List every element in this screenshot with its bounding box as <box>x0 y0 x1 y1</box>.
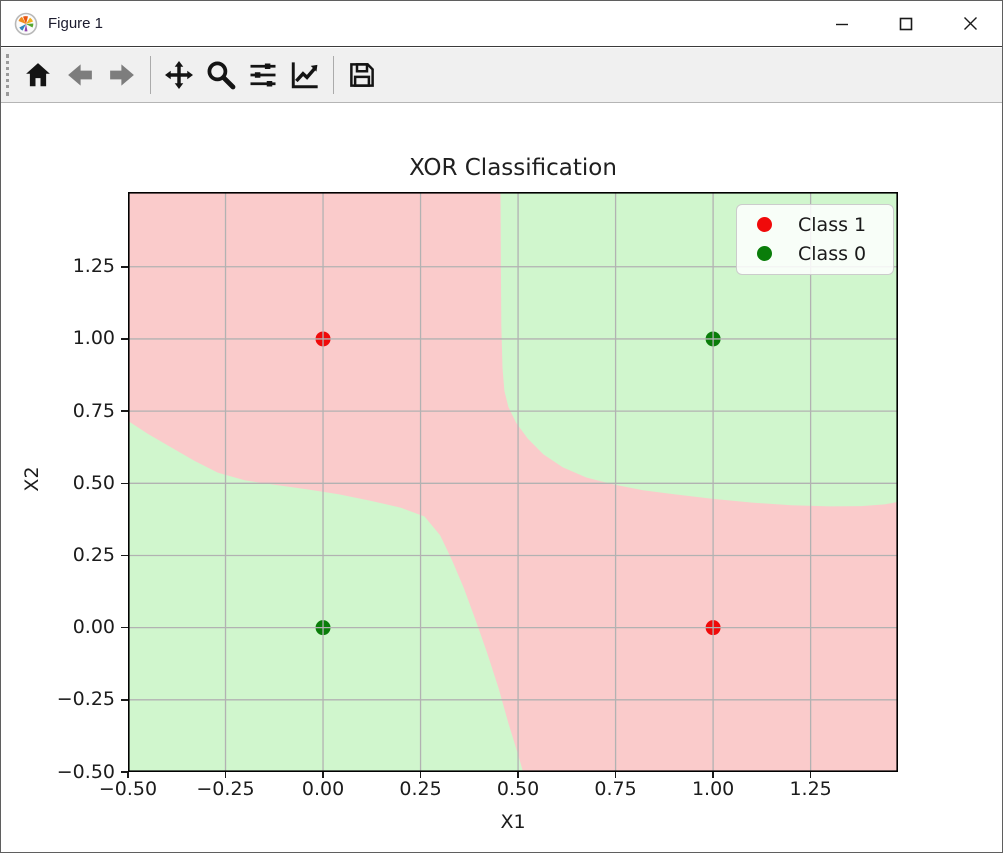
title-bar[interactable]: Figure 1 <box>1 1 1002 47</box>
floppy-disk-icon <box>350 63 374 87</box>
customize-button[interactable] <box>284 51 326 99</box>
y-tick-mark <box>121 410 128 412</box>
home-icon <box>26 63 50 87</box>
magnifier-icon <box>207 61 236 90</box>
y-tick-mark <box>121 266 128 268</box>
y-tick-label: 0.75 <box>72 399 115 422</box>
plot-area[interactable]: Class 1 Class 0 <box>128 192 898 772</box>
y-tick-label: 0.25 <box>72 543 115 566</box>
y-tick-mark <box>121 482 128 485</box>
close-icon <box>963 17 977 30</box>
legend-entry-label: Class 1 <box>798 213 867 236</box>
x-tick-label: 1.25 <box>789 778 832 800</box>
y-tick-label: −0.25 <box>56 688 115 711</box>
x-tick-label: 0.50 <box>496 778 540 800</box>
matplotlib-logo-icon <box>14 12 38 36</box>
decision-boundary-plot <box>128 192 898 772</box>
window-title: Figure 1 <box>48 15 104 32</box>
line-chart-icon <box>291 62 318 89</box>
forward-button[interactable] <box>101 51 143 99</box>
maximize-icon <box>899 17 913 30</box>
legend-entry: Class 1 <box>737 210 893 239</box>
x-axis-label: X1 <box>500 811 526 833</box>
maximize-button[interactable] <box>874 1 938 46</box>
x-tick-mark <box>517 772 519 778</box>
x-tick-label: 1.00 <box>691 778 735 800</box>
y-tick-label: −0.50 <box>56 760 115 783</box>
x-tick-mark <box>809 772 812 778</box>
minimize-icon <box>836 23 848 25</box>
move-icon <box>165 61 193 89</box>
toolbar-separator <box>333 56 334 94</box>
configure-subplots-button[interactable] <box>242 51 284 99</box>
arrow-left-icon <box>68 64 92 86</box>
y-tick-mark <box>121 771 128 773</box>
y-tick-label: 0.50 <box>72 471 115 494</box>
home-button[interactable] <box>17 51 59 99</box>
x-tick-label: 0.00 <box>301 778 345 800</box>
sliders-icon <box>250 63 276 87</box>
save-button[interactable] <box>341 51 383 99</box>
x-tick-mark <box>419 772 422 778</box>
chart-title: XOR Classification <box>409 155 617 181</box>
x-tick-label: −0.50 <box>98 778 158 800</box>
y-axis-label: X2 <box>21 466 43 492</box>
pan-button[interactable] <box>158 51 200 99</box>
x-tick-mark <box>224 772 227 778</box>
legend-marker-icon <box>757 246 772 261</box>
x-tick-mark <box>322 772 324 778</box>
y-tick-label: 1.25 <box>72 255 115 278</box>
y-tick-mark <box>121 554 128 557</box>
x-tick-mark <box>712 772 714 778</box>
legend-entry: Class 0 <box>737 239 893 268</box>
x-tick-label: 0.75 <box>594 778 637 800</box>
navigation-toolbar <box>1 48 1002 103</box>
x-tick-mark <box>127 772 129 778</box>
legend: Class 1 Class 0 <box>736 204 894 275</box>
arrow-right-icon <box>110 64 134 86</box>
y-tick-mark <box>121 699 128 701</box>
toolbar-gripper[interactable] <box>6 54 9 96</box>
x-tick-mark <box>614 772 617 778</box>
y-tick-mark <box>121 338 128 340</box>
minimize-button[interactable] <box>810 1 874 46</box>
toolbar-separator <box>150 56 151 94</box>
x-tick-label: 0.25 <box>399 778 442 800</box>
window-controls <box>810 1 1002 46</box>
figure-canvas: XOR Classification Class 1 Class 0 −0.50−… <box>1 104 1002 852</box>
y-tick-label: 1.00 <box>72 327 115 350</box>
legend-marker-icon <box>757 217 772 232</box>
back-button[interactable] <box>59 51 101 99</box>
y-tick-label: 0.00 <box>72 616 115 639</box>
close-button[interactable] <box>938 1 1002 46</box>
x-tick-label: −0.25 <box>196 778 255 800</box>
legend-entry-label: Class 0 <box>798 242 867 265</box>
zoom-button[interactable] <box>200 51 242 99</box>
y-tick-mark <box>121 626 128 629</box>
